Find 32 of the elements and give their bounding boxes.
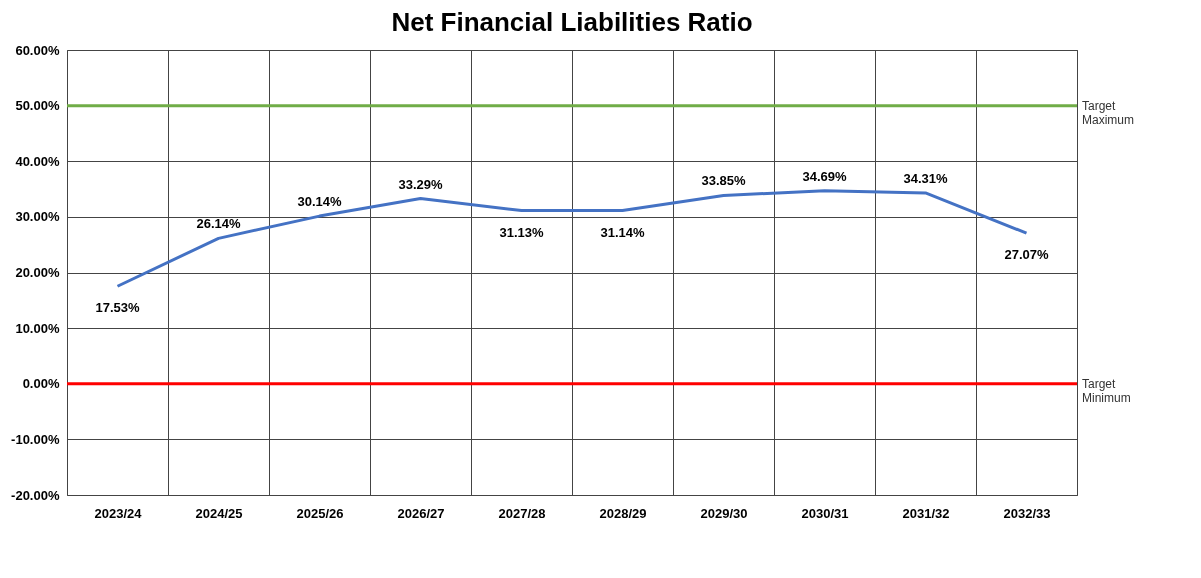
x-tick-label: 2023/24 xyxy=(94,505,143,521)
data-label: 27.07% xyxy=(1004,247,1049,263)
y-tick-label: 10.00% xyxy=(15,320,60,336)
y-tick-label: 30.00% xyxy=(15,209,60,225)
y-tick-label: 20.00% xyxy=(15,265,60,280)
y-tick-label: 60.00% xyxy=(15,42,60,58)
x-tick-label: 2029/30 xyxy=(700,505,748,521)
data-label: 31.14% xyxy=(600,224,645,240)
y-tick-label: -20.00% xyxy=(11,487,60,503)
ref-line-label: Target Maximum xyxy=(1082,98,1135,127)
x-tick-label: 2028/29 xyxy=(599,505,647,521)
data-label: 26.14% xyxy=(196,216,241,232)
data-label: 33.85% xyxy=(701,173,746,189)
chart-title: Net Financial Liabilities Ratio xyxy=(391,7,753,37)
data-label: 31.13% xyxy=(499,224,544,240)
data-label: 17.53% xyxy=(95,300,140,316)
x-tick-label: 2026/27 xyxy=(397,505,445,521)
y-tick-label: -10.00% xyxy=(11,431,60,447)
data-label: 30.14% xyxy=(297,194,342,210)
y-tick-label: 40.00% xyxy=(15,153,60,169)
x-tick-label: 2032/33 xyxy=(1003,505,1051,521)
x-tick-label: 2027/28 xyxy=(498,505,546,521)
y-tick-label: 0.00% xyxy=(22,376,60,392)
data-label: 34.69% xyxy=(802,168,847,184)
data-label: 33.29% xyxy=(398,176,443,192)
x-tick-label: 2025/26 xyxy=(296,505,344,521)
x-tick-label: 2031/32 xyxy=(902,505,950,521)
data-label: 34.31% xyxy=(903,170,948,186)
y-tick-label: 50.00% xyxy=(15,98,60,114)
x-tick-label: 2024/25 xyxy=(195,505,243,521)
ref-line-label: Target Minimum xyxy=(1082,376,1131,405)
x-tick-label: 2030/31 xyxy=(801,505,849,521)
